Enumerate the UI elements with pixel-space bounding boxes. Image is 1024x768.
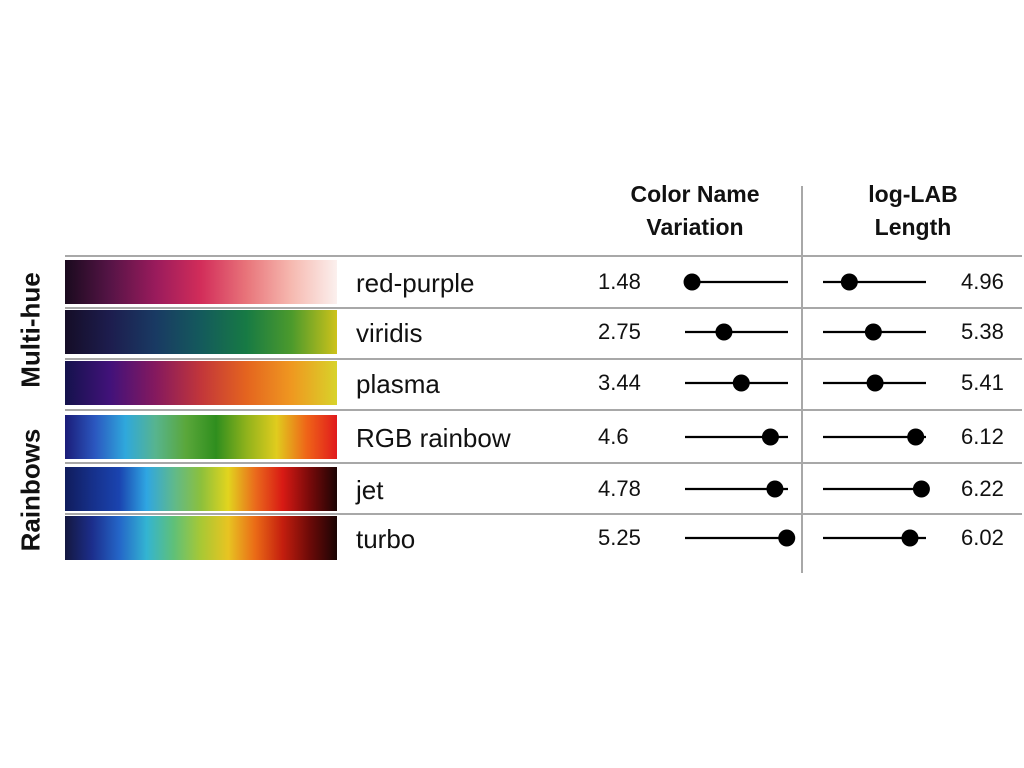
log-lab-length-dot: [912, 480, 930, 498]
color-name-variation-value: 4.78: [598, 476, 641, 501]
colormap-swatch: [65, 260, 337, 304]
color-name-variation-value: 3.44: [598, 370, 641, 395]
colormap-swatch: [65, 361, 337, 405]
color-name-variation-value: 4.6: [598, 424, 629, 449]
color-name-variation-value: 1.48: [598, 269, 641, 294]
colormap-name: viridis: [356, 318, 423, 348]
colormap-name: jet: [356, 475, 384, 505]
header-line: Color Name: [630, 181, 760, 207]
log-lab-length-value: 4.96: [961, 269, 1004, 294]
colormap-swatch: [65, 516, 337, 560]
header-line: log-LAB: [868, 181, 958, 207]
colormap-swatch: [65, 415, 337, 459]
log-lab-length-value: 6.22: [961, 476, 1004, 501]
log-lab-length-value: 6.02: [961, 525, 1004, 550]
log-lab-length-value: 5.41: [961, 370, 1004, 395]
color-name-variation-dot: [732, 374, 750, 392]
color-name-variation-dot: [715, 323, 733, 341]
colormap-name: turbo: [356, 524, 416, 554]
color-name-variation-dot: [766, 480, 784, 498]
colormap-name: red-purple: [356, 268, 475, 298]
group-label-multi-hue: Multi-hue: [15, 272, 46, 388]
log-lab-length-dot: [907, 428, 925, 446]
log-lab-length-header: log-LAB Length: [813, 178, 1013, 244]
colormap-name: plasma: [356, 369, 440, 399]
log-lab-length-dot: [901, 529, 919, 547]
color-name-variation-dot: [761, 428, 779, 446]
color-name-variation-dot: [778, 529, 796, 547]
header-line: Length: [874, 214, 952, 240]
log-lab-length-dot: [866, 374, 884, 392]
color-name-variation-header: Color Name Variation: [595, 178, 795, 244]
log-lab-length-value: 5.38: [961, 319, 1004, 344]
colormap-swatch: [65, 467, 337, 511]
colormap-swatch: [65, 310, 337, 354]
color-name-variation-value: 5.25: [598, 525, 641, 550]
color-name-variation-dot: [683, 273, 701, 291]
log-lab-length-dot: [840, 273, 858, 291]
header-line: Variation: [646, 214, 744, 240]
colormap-name: RGB rainbow: [356, 423, 511, 453]
color-name-variation-value: 2.75: [598, 319, 641, 344]
log-lab-length-value: 6.12: [961, 424, 1004, 449]
group-label-rainbows: Rainbows: [15, 428, 46, 552]
log-lab-length-dot: [864, 323, 882, 341]
